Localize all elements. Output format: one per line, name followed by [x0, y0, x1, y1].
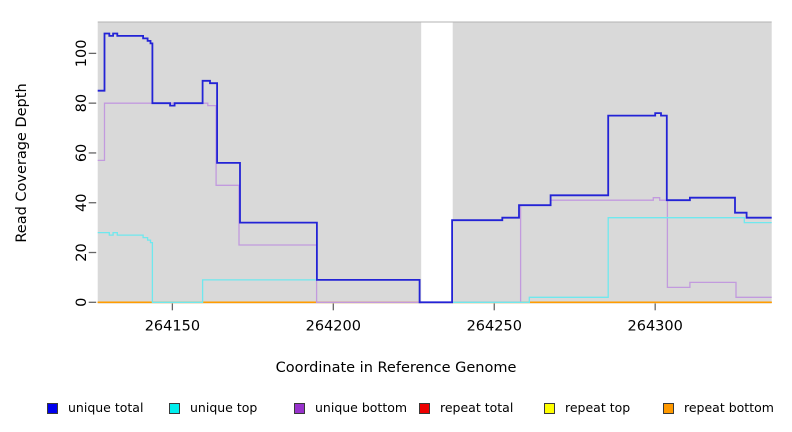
x-axis-title: Coordinate in Reference Genome — [275, 360, 517, 376]
legend-label: unique total — [68, 400, 144, 415]
legend-label: unique top — [190, 400, 258, 415]
x-tick-label: 264200 — [306, 318, 361, 334]
y-tick-label: 80 — [74, 94, 90, 112]
legend-item-repeat-top: repeat top — [544, 399, 630, 417]
plot-panel-2 — [452, 22, 772, 304]
repeat-total-swatch-icon — [419, 402, 430, 414]
y-tick-label: 0 — [74, 298, 90, 307]
plot-panel-1 — [97, 22, 422, 304]
series-unique-total-line — [97, 32, 772, 304]
legend-item-repeat-bottom: repeat bottom — [663, 399, 774, 417]
legend-item-unique-bottom: unique bottom — [294, 399, 407, 417]
repeat-bottom-swatch-icon — [663, 402, 674, 414]
x-tick-label: 264150 — [145, 318, 200, 334]
legend: unique total unique top unique bottom re… — [0, 399, 792, 421]
y-tick-label: 100 — [74, 40, 90, 68]
y-tick-label: 40 — [74, 194, 90, 212]
legend-label: repeat bottom — [684, 400, 774, 415]
y-tick-label: 20 — [74, 243, 90, 261]
y-tick-label: 60 — [74, 144, 90, 162]
y-axis-title: Read Coverage Depth — [14, 83, 30, 243]
unique-top-swatch-icon — [169, 402, 180, 414]
legend-label: unique bottom — [315, 400, 408, 415]
legend-item-repeat-total: repeat total — [419, 399, 513, 417]
legend-label: repeat top — [565, 400, 631, 415]
legend-label: repeat total — [440, 400, 514, 415]
series-unique-top-line — [97, 217, 772, 303]
legend-item-unique-total: unique total — [47, 399, 143, 417]
repeat-top-swatch-icon — [544, 402, 555, 414]
x-tick-label: 264250 — [467, 318, 522, 334]
x-tick-label: 264300 — [628, 318, 683, 334]
unique-bottom-swatch-icon — [294, 402, 305, 414]
unique-total-swatch-icon — [47, 402, 58, 414]
legend-item-unique-top: unique top — [169, 399, 257, 417]
